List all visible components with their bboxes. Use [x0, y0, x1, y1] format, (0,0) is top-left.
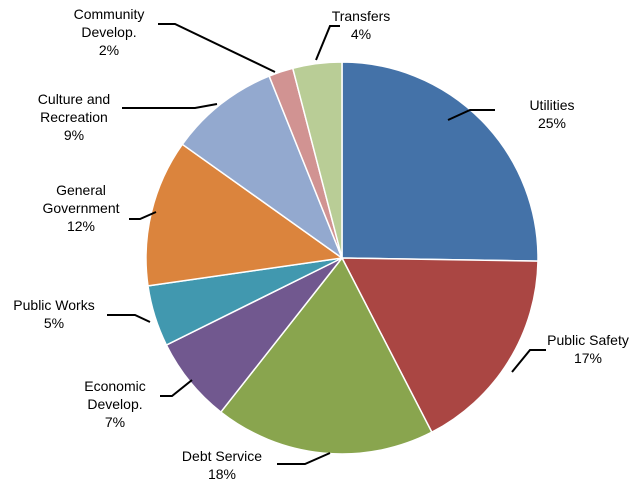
pie-slice-public-safety: [340, 257, 539, 434]
data-label-percent: 5%: [44, 315, 64, 331]
data-label-name: Economic: [84, 378, 145, 394]
data-label-name: Recreation: [40, 109, 108, 125]
leader-line-public-works: [107, 314, 151, 323]
data-label-transfers: Transfers 4%: [332, 8, 391, 42]
data-label-name: Public Works: [13, 297, 94, 313]
data-label-public-works: Public Works 5%: [13, 297, 94, 331]
data-label-percent: 9%: [64, 127, 84, 143]
pie-slice-utilities: [341, 61, 539, 262]
data-label-percent: 18%: [208, 466, 236, 482]
pie-slice-general-government: [145, 143, 344, 287]
data-label-percent: 12%: [67, 218, 95, 234]
data-label-name: Transfers: [332, 8, 391, 24]
data-label-economic-develop: Economic Develop. 7%: [84, 378, 145, 430]
data-label-utilities: Utilities 25%: [529, 97, 574, 131]
data-label-debt-service: Debt Service 18%: [182, 448, 262, 482]
data-label-percent: 7%: [105, 414, 125, 430]
leader-line-utilities: [447, 109, 495, 121]
data-label-community-develop: Community Develop. 2%: [74, 6, 145, 58]
data-label-name: Debt Service: [182, 448, 262, 464]
pie-slice-transfers: [291, 61, 343, 259]
leader-lines-layer: [107, 23, 546, 465]
leader-line-general-government: [129, 211, 157, 220]
data-label-name: Develop.: [81, 24, 136, 40]
data-label-percent: 25%: [538, 115, 566, 131]
labels-layer: Utilities 25% Public Safety 17% Debt Service…: [13, 6, 629, 482]
leader-line-community-develop: [158, 23, 276, 73]
data-label-name: Public Safety: [547, 332, 629, 348]
data-label-general-government: General Government 12%: [42, 182, 119, 234]
data-label-percent: 4%: [351, 26, 371, 42]
leader-line-transfers: [315, 25, 340, 61]
data-label-name: Government: [42, 200, 119, 216]
leader-line-debt-service: [277, 452, 331, 465]
data-label-culture-and-recreation: Culture and Recreation 9%: [38, 91, 110, 143]
data-label-name: Utilities: [529, 97, 574, 113]
leader-line-economic-develop: [160, 379, 193, 397]
data-label-name: Develop.: [87, 396, 142, 412]
leader-line-public-safety: [511, 349, 546, 373]
data-label-name: Culture and: [38, 91, 110, 107]
data-label-public-safety: Public Safety 17%: [547, 332, 629, 366]
slices-layer: [145, 61, 539, 455]
data-label-percent: 2%: [99, 42, 119, 58]
leader-line-culture-and-recreation: [122, 103, 218, 109]
data-label-name: Community: [74, 6, 145, 22]
data-label-percent: 17%: [574, 350, 602, 366]
pie-slice-culture-and-recreation: [181, 75, 344, 261]
pie-slice-debt-service: [219, 256, 433, 455]
data-label-name: General: [56, 182, 106, 198]
